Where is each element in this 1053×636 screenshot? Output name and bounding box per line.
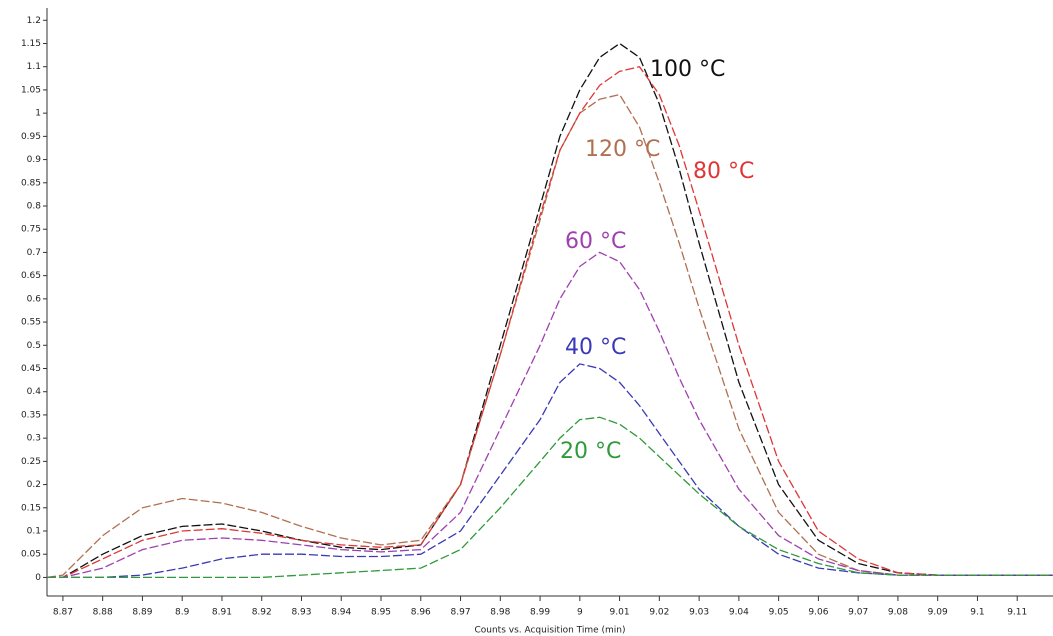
- y-tick-label: 1: [35, 109, 41, 119]
- x-tick-label: 8.95: [371, 608, 391, 618]
- x-axis-title: Counts vs. Acquisition Time (min): [474, 626, 625, 636]
- x-tick-label: 8.9: [175, 608, 190, 618]
- y-tick-label: 0.1: [27, 527, 41, 537]
- x-tick-label: 9.01: [610, 608, 630, 618]
- x-tick-label: 9.09: [928, 608, 948, 618]
- series-label: 100 °C: [650, 57, 725, 82]
- series-label: 20 °C: [560, 439, 621, 464]
- series-line: [47, 416, 1053, 579]
- y-tick-label: 0.05: [21, 550, 41, 560]
- series-label: 40 °C: [565, 335, 626, 360]
- y-tick-label: 0.25: [21, 457, 41, 467]
- y-tick-label: 1.2: [27, 16, 41, 26]
- y-tick-label: 0.55: [21, 318, 41, 328]
- y-tick-label: 0.3: [27, 434, 41, 444]
- x-tick-label: 8.97: [451, 608, 471, 618]
- x-tick-label: 9.02: [649, 608, 669, 618]
- y-tick-label: 0.4: [27, 387, 42, 397]
- y-tick-label: 0.6: [27, 294, 42, 304]
- x-tick-label: 8.89: [132, 608, 152, 618]
- y-tick-label: 0.8: [27, 202, 42, 212]
- y-tick-label: 0.45: [21, 364, 41, 374]
- y-tick-label: 0.2: [27, 480, 41, 490]
- x-tick-label: 8.88: [93, 608, 113, 618]
- x-tick-label: 9.1: [970, 608, 984, 618]
- x-tick-label: 9.05: [769, 608, 789, 618]
- x-tick-label: 9.11: [1007, 608, 1027, 618]
- x-tick-label: 8.98: [490, 608, 510, 618]
- series-label: 60 °C: [565, 229, 626, 254]
- y-tick-label: 0.35: [21, 410, 41, 420]
- y-tick-label: 1.15: [21, 39, 41, 49]
- x-tick-label: 9.07: [848, 608, 868, 618]
- y-tick-label: 0.65: [21, 271, 41, 281]
- y-tick-label: 0.75: [21, 225, 41, 235]
- y-tick-label: 0.7: [27, 248, 41, 258]
- y-tick-label: 1.1: [27, 62, 41, 72]
- y-tick-label: 0: [35, 573, 41, 583]
- x-tick-label: 9.03: [689, 608, 709, 618]
- series-line: [47, 65, 1053, 579]
- x-tick-label: 8.91: [212, 608, 232, 618]
- series-line: [47, 251, 1053, 579]
- x-tick-label: 8.94: [331, 608, 351, 618]
- x-tick-label: 8.99: [530, 608, 550, 618]
- x-tick-label: 8.96: [411, 608, 431, 618]
- series-line: [47, 42, 1053, 579]
- x-tick-label: 8.93: [291, 608, 311, 618]
- y-tick-label: 1.05: [21, 85, 41, 95]
- series-line: [47, 363, 1053, 579]
- series-label: 80 °C: [693, 159, 754, 184]
- series-line: [46, 93, 1053, 579]
- x-tick-label: 8.87: [53, 608, 73, 618]
- y-tick-label: 0.85: [21, 178, 41, 188]
- y-tick-label: 0.5: [27, 341, 41, 351]
- x-tick-label: 8.92: [252, 608, 272, 618]
- y-tick-label: 0.9: [27, 155, 42, 165]
- x-tick-label: 9.08: [888, 608, 908, 618]
- y-tick-label: 0.95: [21, 132, 41, 142]
- x-tick-label: 9: [577, 608, 583, 618]
- x-tick-label: 9.04: [729, 608, 749, 618]
- y-tick-label: 0.15: [21, 503, 41, 513]
- x-tick-label: 9.06: [808, 608, 828, 618]
- series-label: 120 °C: [585, 137, 660, 162]
